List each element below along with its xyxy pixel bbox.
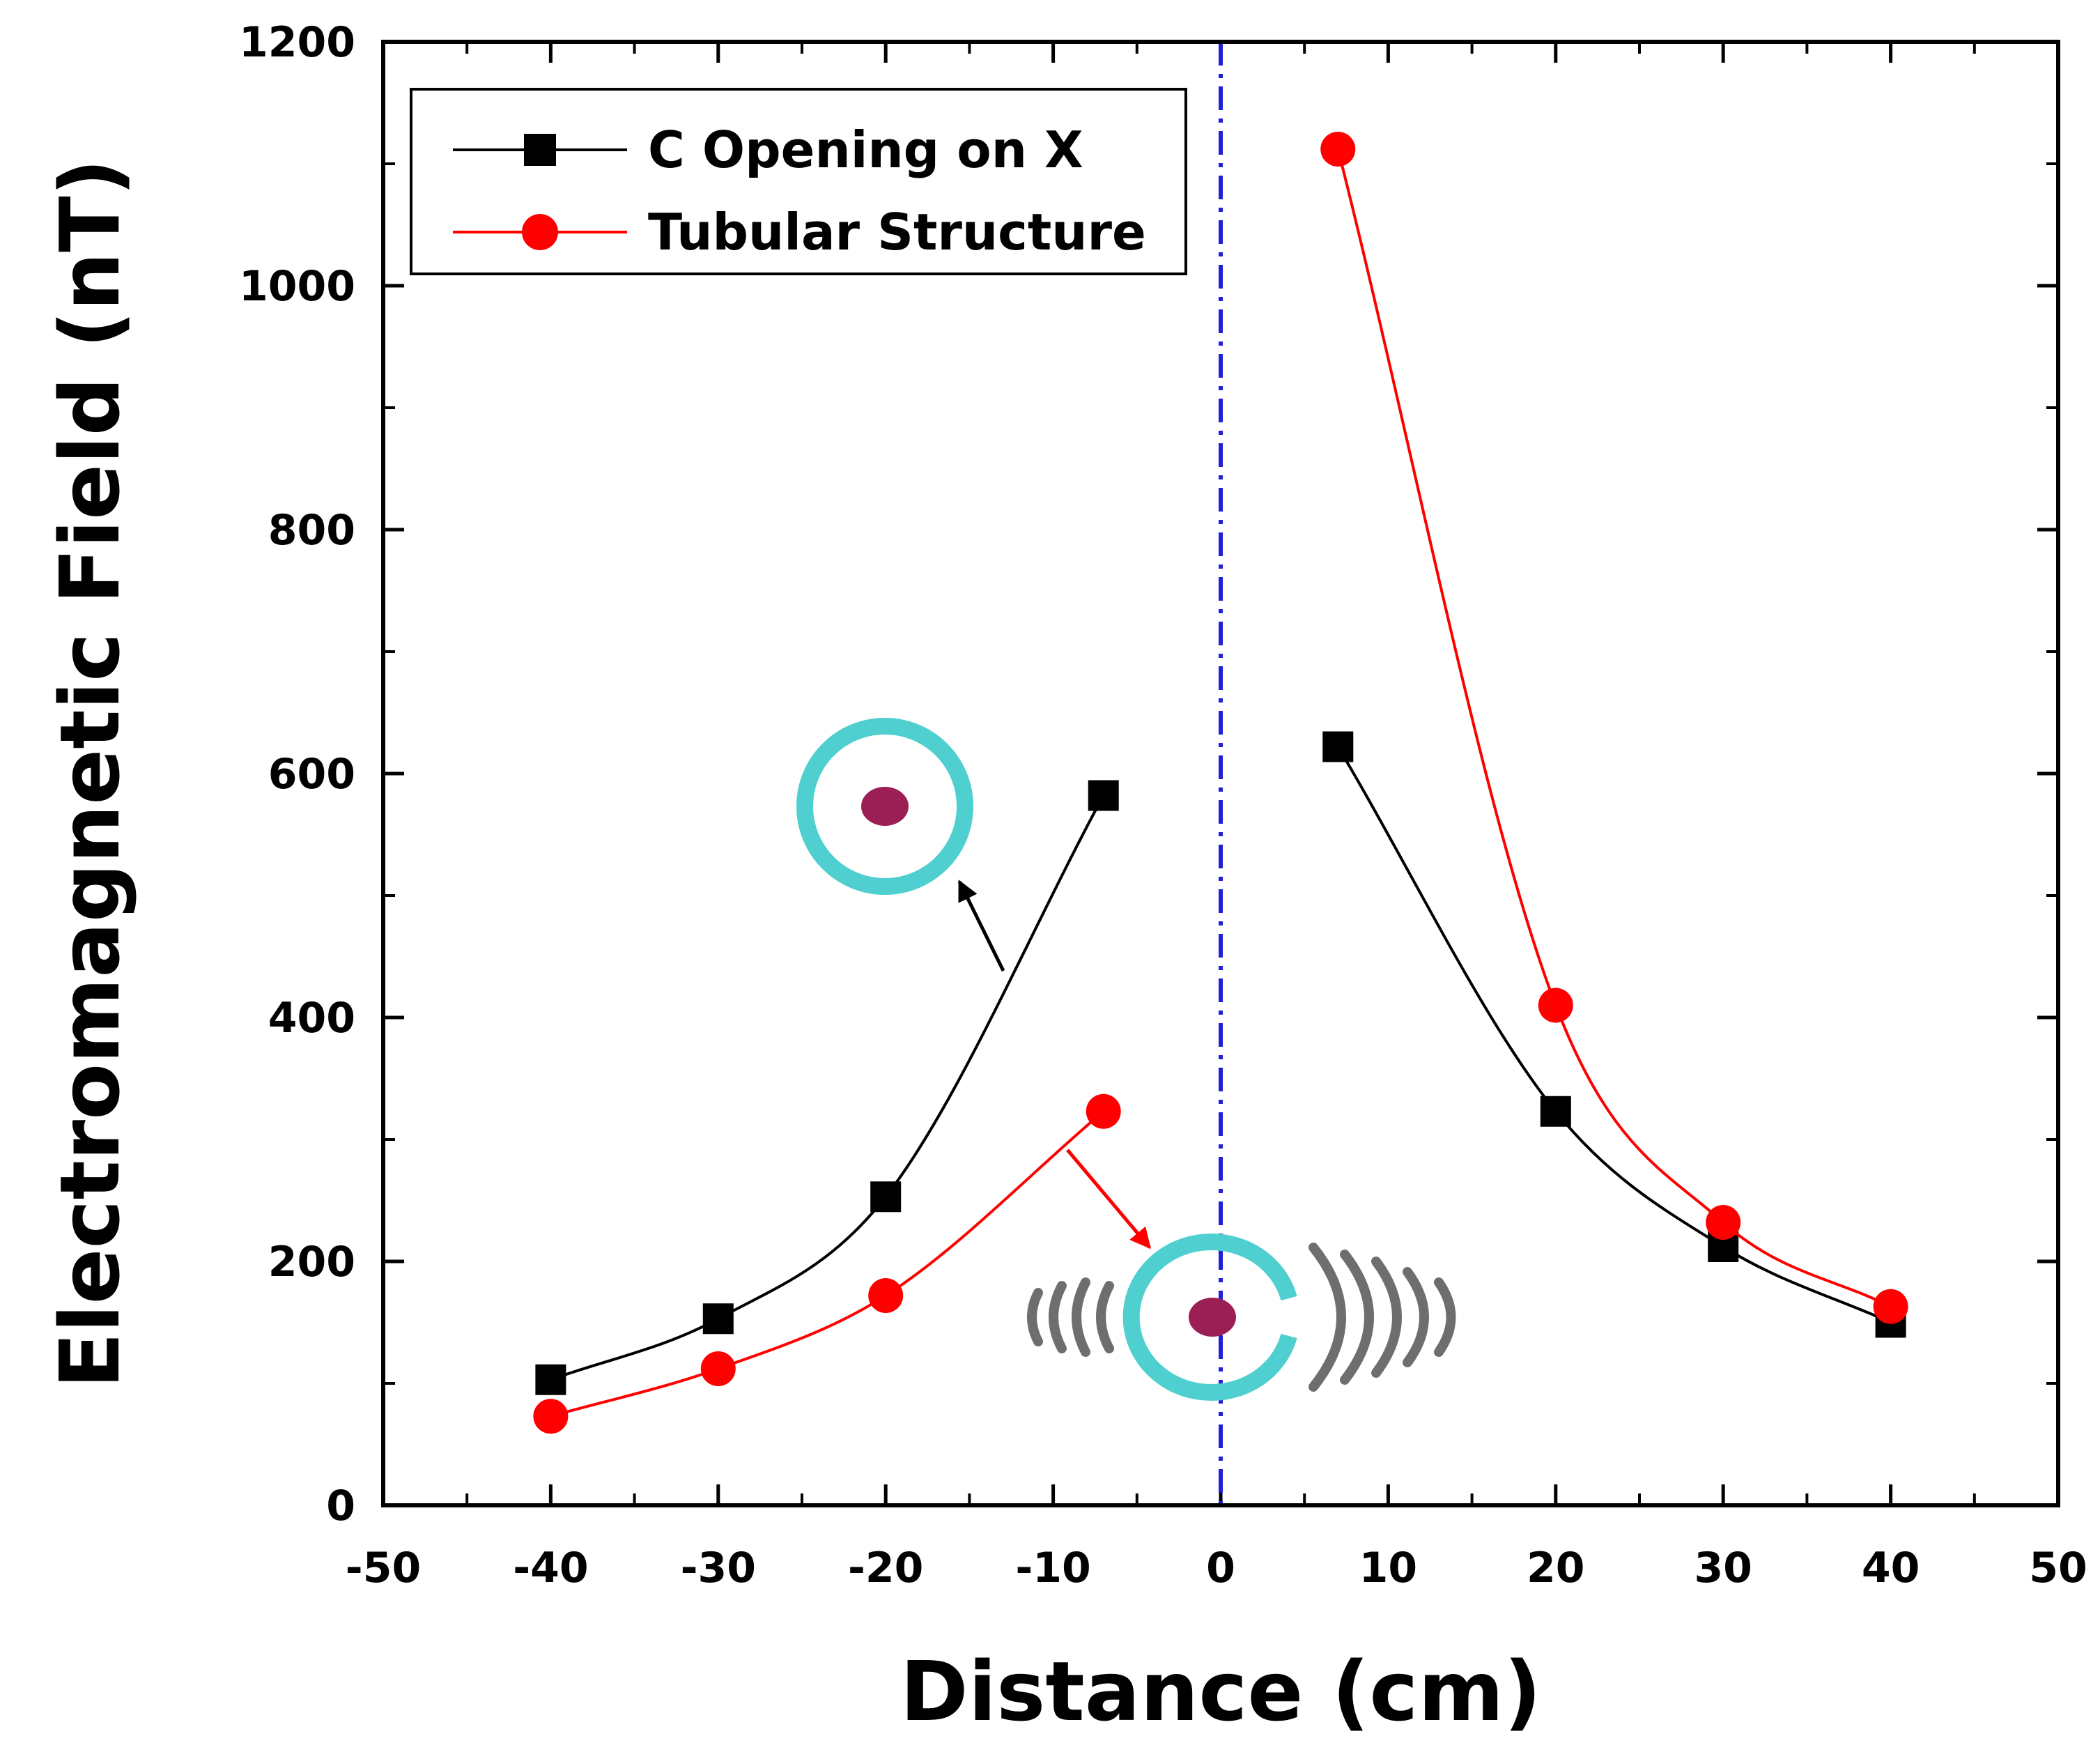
data-point-tubular	[1086, 1093, 1121, 1129]
legend-label-c-opening: C Opening on X	[648, 121, 1083, 179]
right-wave-arcs	[1308, 1243, 1456, 1392]
y-tick-label: 200	[268, 1238, 355, 1286]
series-line-tubular-1	[1336, 148, 1892, 1308]
left-wave-arcs	[1027, 1277, 1114, 1357]
tubular-ring-core-dot	[861, 787, 909, 826]
data-point-tubular	[533, 1399, 569, 1434]
y-tick-label: 400	[268, 994, 355, 1043]
illustration-layer	[796, 718, 1456, 1401]
data-point-c-opening	[1322, 731, 1354, 762]
right-wave-arc-1	[1308, 1243, 1346, 1392]
right-wave-arc-3	[1371, 1257, 1402, 1378]
data-point-c-opening	[535, 1364, 566, 1395]
left-wave-arc-2	[1072, 1277, 1090, 1357]
c-opening-illustration	[1027, 1234, 1456, 1401]
data-point-tubular	[1706, 1205, 1741, 1240]
c-opening-core-dot	[1189, 1298, 1236, 1337]
y-tick-label: 600	[268, 750, 355, 799]
right-wave-arc-2	[1340, 1250, 1374, 1385]
left-wave-arc-3	[1049, 1281, 1067, 1353]
legend-label-tubular: Tubular Structure	[648, 203, 1146, 261]
series-layer	[533, 132, 1908, 1434]
x-tick-label: 30	[1694, 1544, 1752, 1592]
x-tick-label: 0	[1206, 1544, 1235, 1592]
x-tick-label: -50	[346, 1544, 421, 1592]
data-point-c-opening	[1540, 1096, 1571, 1127]
right-wave-arc-5	[1434, 1277, 1456, 1357]
y-tick-label: 0	[326, 1482, 355, 1530]
x-tick-label: 50	[2029, 1544, 2087, 1592]
plot-frame	[381, 40, 2060, 1507]
data-point-c-opening	[870, 1181, 902, 1213]
y-tick-label: 1000	[239, 262, 355, 311]
y-axis-title: Electromagnetic Field (nT)	[42, 158, 138, 1388]
left-wave-arc-4	[1027, 1288, 1043, 1346]
x-tick-label: -30	[681, 1544, 756, 1592]
data-point-tubular	[868, 1278, 904, 1313]
x-tick-label: -10	[1015, 1544, 1090, 1592]
data-point-tubular	[1873, 1289, 1908, 1324]
series-line-c-opening-1	[1336, 746, 1892, 1324]
y-tick-label: 800	[268, 506, 355, 555]
data-point-tubular	[1538, 988, 1573, 1023]
data-point-tubular	[700, 1351, 736, 1386]
annotation-arrow-black	[957, 879, 1005, 972]
x-tick-label: 10	[1359, 1544, 1418, 1592]
right-wave-arc-4	[1403, 1267, 1429, 1367]
x-tick-label: 40	[1862, 1544, 1920, 1592]
tick-layer: -50 -40 -30 -20 -10 0 10 20 30 40 50 0 200 400 600 800 1…	[239, 18, 2087, 1592]
series-line-c-opening-0	[550, 794, 1105, 1381]
legend: C Opening on X Tubular Structure	[410, 88, 1187, 275]
y-tick-label: 1200	[239, 18, 355, 67]
tubular-ring	[796, 718, 973, 895]
data-point-tubular	[1320, 132, 1356, 167]
x-tick-label: -20	[848, 1544, 923, 1592]
legend-marker-c-opening	[524, 134, 556, 166]
data-point-c-opening	[702, 1303, 734, 1335]
annotation-arrow-red	[1066, 1149, 1151, 1250]
tubular-ring-illustration	[796, 718, 973, 895]
x-tick-label: -40	[513, 1544, 588, 1592]
data-point-c-opening	[1088, 780, 1119, 811]
c-opening-ring	[1122, 1234, 1297, 1401]
series-line-tubular-0	[550, 1110, 1105, 1418]
x-axis-title: Distance (cm)	[900, 1643, 1542, 1739]
x-tick-label: 20	[1527, 1544, 1585, 1592]
left-wave-arc-1	[1096, 1281, 1114, 1353]
legend-marker-tubular	[522, 214, 558, 250]
